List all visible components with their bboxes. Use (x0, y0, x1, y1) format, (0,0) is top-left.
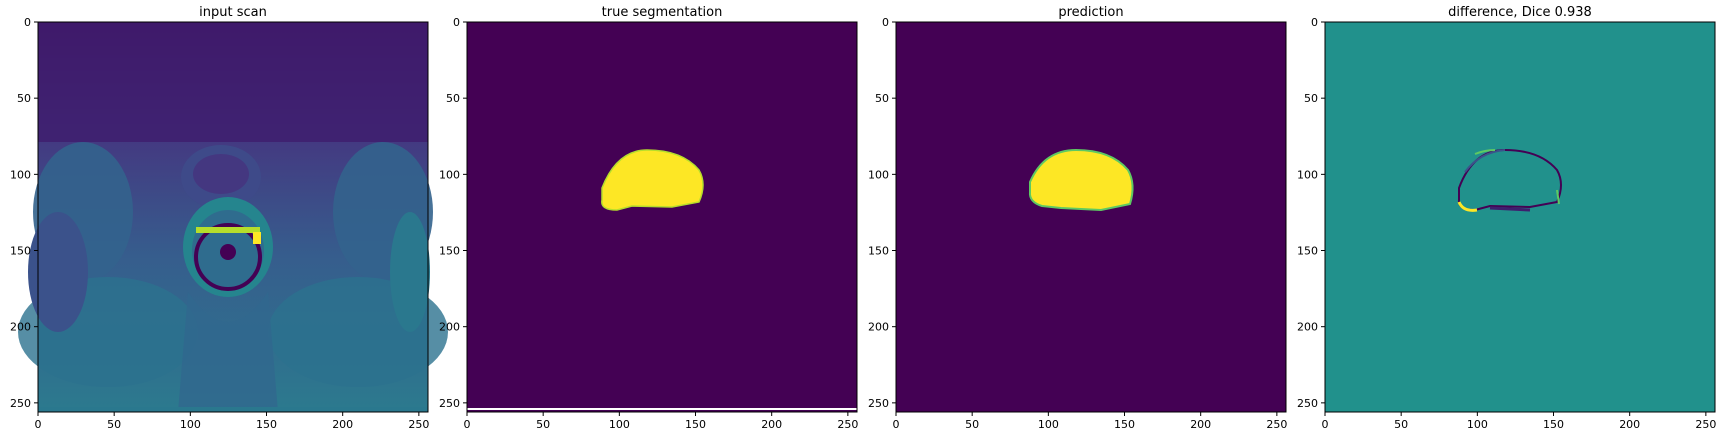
x-tick-label: 100 (1467, 418, 1488, 431)
x-tick-label: 0 (464, 418, 471, 431)
panel-title: prediction (1058, 5, 1123, 20)
y-tick-label: 100 (10, 168, 31, 181)
x-tick-label: 100 (609, 418, 630, 431)
x-tick-label: 150 (256, 418, 277, 431)
x-tick-label: 150 (685, 418, 706, 431)
x-tick-label: 50 (965, 418, 979, 431)
x-tick-label: 200 (332, 418, 353, 431)
image-prediction (896, 22, 1286, 412)
y-tick-label: 50 (875, 92, 889, 105)
x-tick-label: 100 (1038, 418, 1059, 431)
x-tick-label: 250 (837, 418, 858, 431)
x-tick-label: 0 (1322, 418, 1329, 431)
panel-true-segmentation: true segmentation 0 50 100 150 200 250 0 50 100 1… (439, 5, 858, 431)
image-input-scan (18, 22, 448, 412)
x-tick-label: 0 (893, 418, 900, 431)
y-tick-label: 250 (868, 397, 889, 410)
panel-title: input scan (199, 5, 267, 20)
panel-difference: difference, Dice 0.938 0 50 100 150 200 250 0 5… (1297, 5, 1716, 431)
x-tick-label: 0 (35, 418, 42, 431)
x-tick-label: 50 (1394, 418, 1408, 431)
y-tick-label: 200 (439, 321, 460, 334)
panel-prediction: prediction 0 50 100 150 200 250 0 50 100 150 200 25… (868, 5, 1287, 431)
y-tick-label: 0 (453, 16, 460, 29)
y-tick-label: 50 (446, 92, 460, 105)
y-tick-label: 150 (868, 245, 889, 258)
x-tick-label: 100 (180, 418, 201, 431)
x-tick-label: 250 (408, 418, 429, 431)
y-tick-label: 250 (439, 397, 460, 410)
y-tick-label: 50 (17, 92, 31, 105)
y-tick-label: 200 (1297, 321, 1318, 334)
y-tick-label: 250 (1297, 397, 1318, 410)
y-tick-label: 0 (882, 16, 889, 29)
x-tick-label: 200 (1190, 418, 1211, 431)
y-tick-label: 200 (868, 321, 889, 334)
y-tick-label: 100 (439, 168, 460, 181)
panel-title: difference, Dice 0.938 (1448, 5, 1592, 20)
y-tick-label: 150 (1297, 245, 1318, 258)
x-tick-label: 250 (1266, 418, 1287, 431)
image-difference (1325, 22, 1715, 412)
x-tick-label: 50 (107, 418, 121, 431)
x-tick-label: 150 (1543, 418, 1564, 431)
x-tick-label: 50 (536, 418, 550, 431)
y-tick-label: 100 (1297, 168, 1318, 181)
x-tick-label: 150 (1114, 418, 1135, 431)
y-tick-label: 50 (1304, 92, 1318, 105)
y-tick-label: 150 (10, 245, 31, 258)
x-tick-label: 250 (1695, 418, 1716, 431)
x-tick-label: 200 (1619, 418, 1640, 431)
y-tick-label: 250 (10, 397, 31, 410)
y-tick-label: 200 (10, 321, 31, 334)
y-tick-label: 100 (868, 168, 889, 181)
y-tick-label: 0 (24, 16, 31, 29)
y-tick-label: 150 (439, 245, 460, 258)
image-true-segmentation (467, 22, 857, 412)
panel-title: true segmentation (602, 5, 723, 20)
x-tick-label: 200 (761, 418, 782, 431)
y-tick-label: 0 (1311, 16, 1318, 29)
